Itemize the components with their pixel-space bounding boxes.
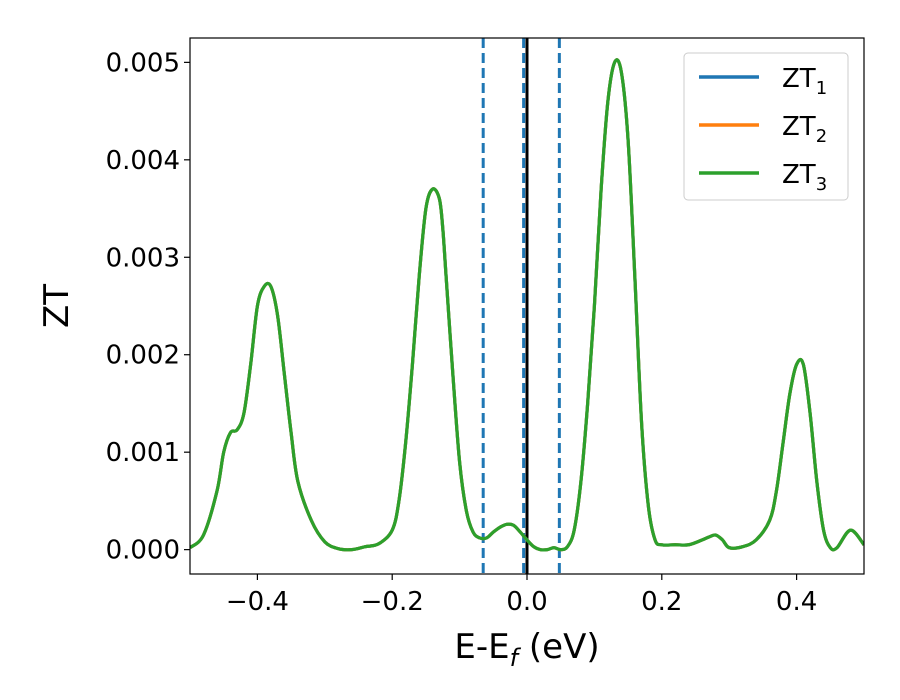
x-tick-label: 0.4 xyxy=(776,587,817,617)
x-tick-label: 0.0 xyxy=(506,587,547,617)
x-axis-title-suffix: (eV) xyxy=(518,627,600,667)
y-axis-title: ZT xyxy=(37,284,77,328)
x-tick-label: −0.2 xyxy=(361,587,424,617)
x-axis-title-main: E-E xyxy=(454,627,509,667)
legend-label-main: ZT xyxy=(782,64,816,94)
y-tick-label: 0.001 xyxy=(106,438,180,468)
y-tick-label: 0.003 xyxy=(106,243,180,273)
legend-label-subscript: 1 xyxy=(816,78,827,99)
legend-label-zt3: ZT3 xyxy=(782,160,827,195)
y-tick-label: 0.004 xyxy=(106,146,180,176)
x-axis-title: E-Ef (eV) xyxy=(454,627,599,672)
legend-label-main: ZT xyxy=(782,160,816,190)
legend-label-subscript: 2 xyxy=(816,126,827,147)
x-tick-label: 0.2 xyxy=(641,587,682,617)
y-tick-label: 0.002 xyxy=(106,341,180,371)
x-tick-label: −0.4 xyxy=(226,587,289,617)
y-tick-label: 0.005 xyxy=(106,48,180,78)
legend-label-subscript: 3 xyxy=(816,174,827,195)
legend-box xyxy=(683,52,849,201)
y-tick-label: 0.000 xyxy=(106,536,180,566)
legend-label-main: ZT xyxy=(782,112,816,142)
series-line-zt3 xyxy=(190,58,864,552)
legend-label-zt2: ZT2 xyxy=(782,112,827,147)
legend-label-zt1: ZT1 xyxy=(782,64,827,99)
